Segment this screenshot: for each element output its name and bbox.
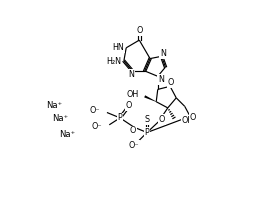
Polygon shape <box>144 95 156 102</box>
Text: N: N <box>129 70 134 79</box>
Text: O: O <box>125 101 132 110</box>
Text: N: N <box>160 49 166 59</box>
Text: Na⁺: Na⁺ <box>59 130 75 139</box>
Text: O⁻: O⁻ <box>128 141 139 150</box>
Text: O⁻: O⁻ <box>89 107 100 115</box>
Text: P: P <box>118 113 123 122</box>
Text: H₂N: H₂N <box>106 57 121 66</box>
Text: O: O <box>190 113 196 122</box>
Text: OH: OH <box>182 116 194 125</box>
Text: S: S <box>145 115 149 124</box>
Text: O: O <box>130 126 136 136</box>
Text: O: O <box>159 115 165 124</box>
Text: OH: OH <box>126 90 139 98</box>
Text: P: P <box>145 128 149 137</box>
Text: N: N <box>158 75 164 84</box>
Text: O: O <box>168 78 174 87</box>
Text: Na⁺: Na⁺ <box>47 101 63 110</box>
Text: HN: HN <box>112 43 124 52</box>
Text: Na⁺: Na⁺ <box>52 114 68 123</box>
Text: O: O <box>136 26 142 35</box>
Text: O⁻: O⁻ <box>92 122 102 131</box>
